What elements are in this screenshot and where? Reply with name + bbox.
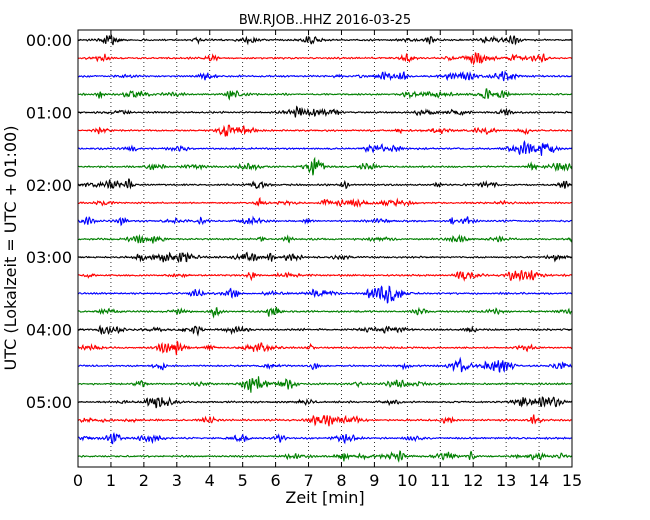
trace-05:45 [77,450,573,463]
x-tick-label: 15 [562,471,582,490]
x-tick-label: 11 [430,471,450,490]
y-axis-label: UTC (Lokalzeit = UTC + 01:00) [1,126,20,371]
trace-00:30 [77,70,573,82]
plot-frame [77,29,573,468]
y-tick-label: 03:00 [26,248,72,267]
chart-title: BW.RJOB..HHZ 2016-03-25 [239,13,411,28]
trace-01:30 [77,140,573,156]
trace-01:15 [77,124,573,137]
x-tick-label: 13 [496,471,516,490]
y-tick-label: 01:00 [26,103,72,122]
y-tick-label: 04:00 [26,321,72,340]
x-tick-label: 0 [73,471,83,490]
trace-00:00 [77,34,573,46]
trace-02:00 [77,178,573,190]
trace-05:30 [77,431,573,445]
trace-01:45 [77,156,573,176]
trace-03:30 [77,285,573,304]
trace-00:15 [77,52,573,66]
trace-02:30 [77,215,573,227]
trace-02:45 [77,233,573,244]
grid-lines [110,30,540,467]
trace-03:15 [77,269,573,282]
x-tick-label: 2 [139,471,149,490]
x-tick-label: 9 [369,471,379,490]
y-tick-label: 02:00 [26,176,72,195]
trace-03:00 [77,251,573,264]
x-tick-label: 5 [238,471,248,490]
x-axis: 0 1 2 3 4 5 6 7 8 9 10 11 12 13 14 15 [73,30,582,490]
trace-group [77,34,573,463]
x-tick-label: 7 [303,471,313,490]
y-tick-label: 05:00 [26,393,72,412]
x-axis-label: Zeit [min] [285,488,364,507]
x-tick-label: 10 [397,471,417,490]
trace-05:15 [77,414,573,427]
trace-01:00 [77,105,573,118]
x-tick-label: 12 [463,471,483,490]
x-tick-label: 8 [336,471,346,490]
trace-04:30 [77,356,573,373]
trace-04:00 [77,324,573,337]
x-tick-label: 6 [271,471,281,490]
x-tick-label: 4 [205,471,215,490]
x-tick-label: 14 [529,471,549,490]
x-tick-label: 3 [172,471,182,490]
trace-04:15 [77,340,573,356]
x-tick-label: 1 [106,471,116,490]
trace-02:15 [77,196,573,208]
y-tick-label: 00:00 [26,31,72,50]
y-axis: 00:00 01:00 02:00 03:00 04:00 05:00 [26,31,572,412]
trace-00:45 [77,88,573,101]
trace-05:00 [77,396,573,409]
trace-03:45 [77,306,573,319]
trace-04:45 [77,376,573,393]
